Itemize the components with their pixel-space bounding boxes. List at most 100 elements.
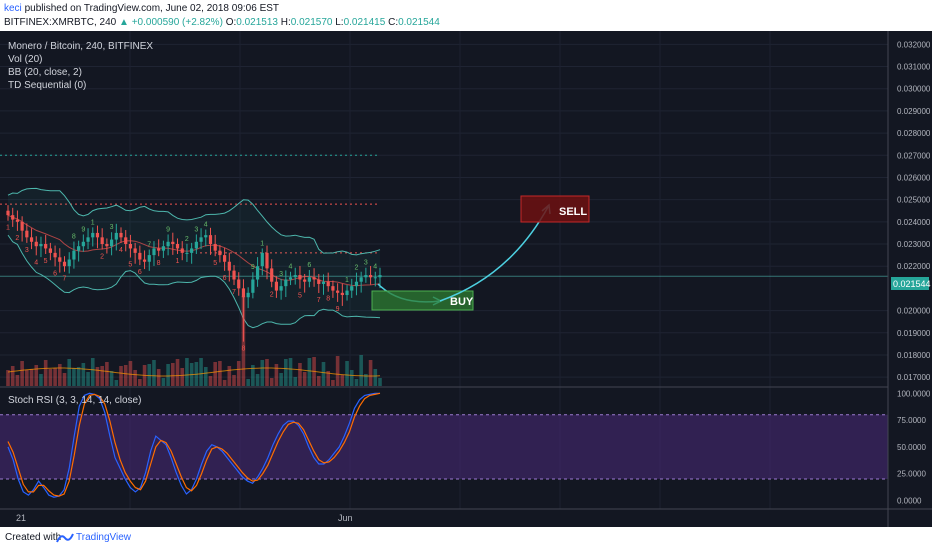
candle-body [161, 246, 165, 251]
up-arrow-icon: ▲ [119, 17, 129, 28]
volume-bar [100, 366, 104, 386]
td-count-label: 4 [119, 247, 123, 254]
volume-bar [25, 370, 29, 386]
td-count-label: 6 [53, 270, 57, 277]
candle-body [307, 277, 311, 282]
legend-volume: Vol (20) [8, 54, 42, 65]
volume-bar [255, 374, 260, 386]
candle-body [95, 232, 100, 238]
td-count-label: 4 [204, 222, 208, 229]
candle-body [359, 277, 363, 282]
volume-bar [274, 364, 279, 386]
volume-bar [86, 372, 90, 386]
candle-body [133, 248, 137, 253]
td-count-label: 1 [91, 219, 95, 226]
td-count-label: 3 [364, 260, 368, 267]
price-tick-label: 0.023000 [897, 240, 931, 249]
open-label: O: [225, 17, 237, 28]
td-count-label: 5 [128, 262, 132, 269]
candle-body [157, 248, 161, 251]
volume-bar [368, 360, 373, 386]
candle-body [298, 275, 302, 280]
stoch-tick-label: 75.0000 [897, 416, 926, 425]
volume-bar [340, 375, 345, 386]
candle-body [6, 210, 10, 216]
td-count-label: 2 [15, 235, 19, 242]
candle-body [81, 241, 85, 247]
volume-bar [48, 369, 53, 386]
created-with-text: Created with [5, 532, 62, 543]
volume-bar [222, 380, 227, 386]
price-tag-text: 0.021544 [893, 279, 931, 289]
volume-bar [175, 359, 180, 386]
sell-label: SELL [559, 206, 587, 218]
price-tick-label: 0.024000 [897, 218, 931, 227]
candle-body [237, 279, 241, 289]
td-count-label: 8 [326, 296, 330, 303]
time-tick-label: Jun [338, 513, 353, 523]
candle-body [213, 244, 217, 251]
high-label: H: [280, 17, 291, 28]
volume-bar [227, 366, 232, 386]
volume-ma-line [7, 367, 381, 377]
candle-body [317, 279, 321, 284]
volume-bar [345, 361, 349, 386]
candle-body [350, 286, 354, 291]
price-tick-label: 0.032000 [897, 40, 931, 49]
volume-bar [335, 356, 340, 386]
stoch-k-line [7, 392, 380, 498]
author-link[interactable]: keci [4, 3, 22, 14]
candle-body [208, 235, 213, 244]
candle-body [100, 237, 104, 244]
tradingview-brand-link[interactable]: TradingView [76, 532, 132, 543]
td-count-label: 1 [6, 225, 10, 232]
price-tick-label: 0.027000 [897, 151, 931, 160]
symbol-line: BITFINEX:XMRBTC, 240 ▲ +0.000590 (+2.82%… [4, 17, 440, 28]
candle-body [326, 281, 330, 287]
candle-body [251, 279, 255, 293]
volume-bar [53, 368, 57, 386]
volume-bar [67, 359, 72, 386]
candle-body [190, 248, 194, 253]
candle-body [284, 279, 288, 287]
volume-bar [236, 361, 241, 386]
td-count-label: 7 [232, 289, 236, 296]
volume-bar [76, 367, 81, 386]
volume-bar [307, 358, 312, 386]
candle-body [364, 275, 368, 278]
volume-bar [81, 363, 86, 386]
volume-bar [265, 359, 269, 386]
td-count-label: 7 [147, 242, 151, 249]
volume-bar [326, 371, 331, 386]
candle-body [58, 257, 62, 262]
candle-body [204, 235, 208, 238]
sell-box [520, 195, 590, 223]
price-tick-label: 0.020000 [897, 307, 931, 316]
td-count-label: 8 [72, 234, 76, 241]
td-count-label: 9 [166, 226, 170, 233]
low-value: 0.021415 [343, 17, 386, 28]
candle-body [232, 270, 236, 280]
tradingview-logo-icon[interactable] [56, 531, 74, 545]
candle-body [218, 250, 222, 256]
open-value: 0.021513 [236, 17, 278, 28]
td-count-label: 1 [260, 240, 264, 247]
volume-bar [105, 362, 109, 386]
stoch-rsi-pane [0, 392, 888, 498]
td-count-label: 3 [25, 247, 29, 254]
volume-bar [359, 355, 363, 386]
candle-body [279, 286, 283, 291]
candle-body [20, 221, 24, 231]
volume-bar [316, 376, 321, 386]
time-tick-label: 21 [16, 513, 26, 523]
volume-bar [279, 373, 283, 386]
td-count-label: 4 [373, 264, 377, 271]
price-tick-label: 0.031000 [897, 63, 931, 72]
price-tag [891, 277, 929, 290]
candle-body [147, 255, 151, 262]
price-axis[interactable]: 0.032000 0.031000 0.030000 0.029000 0.028000… [0, 31, 932, 527]
price-tick-label: 0.029000 [897, 107, 931, 116]
td-count-label: 1 [345, 277, 349, 284]
volume-bar [364, 374, 368, 386]
